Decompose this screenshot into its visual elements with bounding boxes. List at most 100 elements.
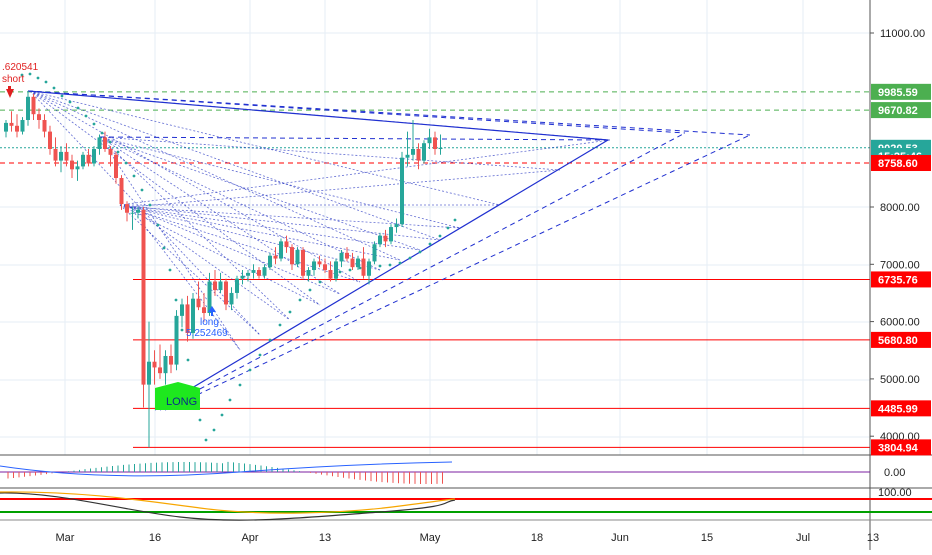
sar-dot xyxy=(84,114,88,118)
sar-dot xyxy=(220,413,224,417)
candle-body xyxy=(240,275,245,279)
candle-body xyxy=(86,154,91,164)
candle-body xyxy=(356,258,360,268)
time-tick-label: Mar xyxy=(56,532,75,544)
sar-dot xyxy=(20,73,24,77)
price-tag-label: 9670.82 xyxy=(878,105,918,117)
sar-dot xyxy=(453,218,457,222)
sar-dot xyxy=(28,72,32,76)
trend-fan xyxy=(27,90,751,411)
candle-body xyxy=(323,264,327,271)
candle-body xyxy=(185,304,190,334)
sar-dot xyxy=(124,161,128,165)
candle-body xyxy=(169,355,173,365)
sar-dot xyxy=(212,428,216,432)
candle-body xyxy=(378,235,382,245)
sar-dot xyxy=(140,188,144,192)
fan-line xyxy=(99,136,241,351)
candle-body xyxy=(361,258,366,276)
candle-body xyxy=(433,137,437,149)
fan-line xyxy=(29,90,361,283)
candle-body xyxy=(108,149,113,155)
candle-body xyxy=(295,249,300,265)
candle-body xyxy=(213,281,217,291)
sar-dot xyxy=(228,398,232,402)
candle-body xyxy=(251,270,256,273)
candle-body xyxy=(273,255,278,259)
sar-dot xyxy=(148,203,152,207)
candle-body xyxy=(202,307,206,314)
sar-dot xyxy=(168,268,172,272)
long-arrow-icon xyxy=(208,306,216,312)
candle-body xyxy=(383,235,388,242)
candle-body xyxy=(48,131,52,149)
candle-body xyxy=(26,96,30,120)
price-tags: 9985.599670.829020.5315:25:468758.606735… xyxy=(871,83,931,456)
candle-body xyxy=(103,137,107,149)
indicator-pane-1: 0.00 xyxy=(0,461,905,484)
sar-dot xyxy=(258,353,262,357)
price-tick-label: 6000.00 xyxy=(880,317,920,329)
sar-dot xyxy=(438,234,442,238)
candle-body xyxy=(416,149,421,161)
fan-line xyxy=(129,206,381,271)
fan-line xyxy=(129,206,461,229)
candle-body xyxy=(147,361,151,385)
candle-body xyxy=(427,137,432,144)
price-tag xyxy=(871,155,931,172)
sar-dot xyxy=(268,338,272,342)
price-tag xyxy=(871,83,931,100)
fan-line xyxy=(29,90,441,241)
sar-dot xyxy=(116,150,120,154)
candle-body xyxy=(70,160,74,170)
sar-dot xyxy=(446,226,450,230)
sar-dot xyxy=(238,383,242,387)
sar-dot xyxy=(132,174,136,178)
fan-line xyxy=(129,206,291,321)
sar-dot xyxy=(44,80,48,84)
time-tick-label: 18 xyxy=(531,532,543,544)
oscillator-line xyxy=(0,492,456,521)
candle-body xyxy=(334,261,338,279)
price-tag xyxy=(871,102,931,119)
time-tick-label: 13 xyxy=(867,532,879,544)
sar-dot xyxy=(174,298,178,302)
fan-line xyxy=(99,136,461,229)
candle-body xyxy=(306,270,311,276)
price-tag-label: 4485.99 xyxy=(878,403,918,415)
trend-line xyxy=(159,132,686,411)
candle-body xyxy=(163,355,168,374)
candle-body xyxy=(119,178,124,205)
fan-line xyxy=(29,90,321,306)
candle-body xyxy=(136,209,140,213)
long-badge-label: LONG xyxy=(166,396,197,408)
candle-body xyxy=(235,278,239,293)
sar-dot xyxy=(198,418,202,422)
candle-body xyxy=(152,361,157,368)
candlesticks[interactable] xyxy=(4,91,443,448)
price-tag xyxy=(871,331,931,348)
candle-body xyxy=(279,241,283,259)
fan-line xyxy=(119,204,321,306)
price-tag-label: 5680.80 xyxy=(878,335,918,347)
candle-body xyxy=(389,227,393,242)
indicator1-label: 0.00 xyxy=(884,467,905,479)
sar-dot xyxy=(204,438,208,442)
sar-dot xyxy=(338,270,342,274)
candle-body xyxy=(114,154,118,178)
sar-dot xyxy=(100,131,104,135)
candle-body xyxy=(97,137,102,149)
candle-body xyxy=(394,224,399,228)
candle-body xyxy=(81,154,85,167)
candle-body xyxy=(257,270,261,276)
price-tick-label: 8000.00 xyxy=(880,202,920,214)
indicator-pane-2: 100.00 xyxy=(0,487,932,521)
price-tag-label: 3804.94 xyxy=(878,442,919,454)
sar-dot xyxy=(36,76,40,80)
short-signal-label: short xyxy=(2,74,24,85)
sar-dot xyxy=(408,256,412,260)
sar-dot xyxy=(60,94,64,98)
